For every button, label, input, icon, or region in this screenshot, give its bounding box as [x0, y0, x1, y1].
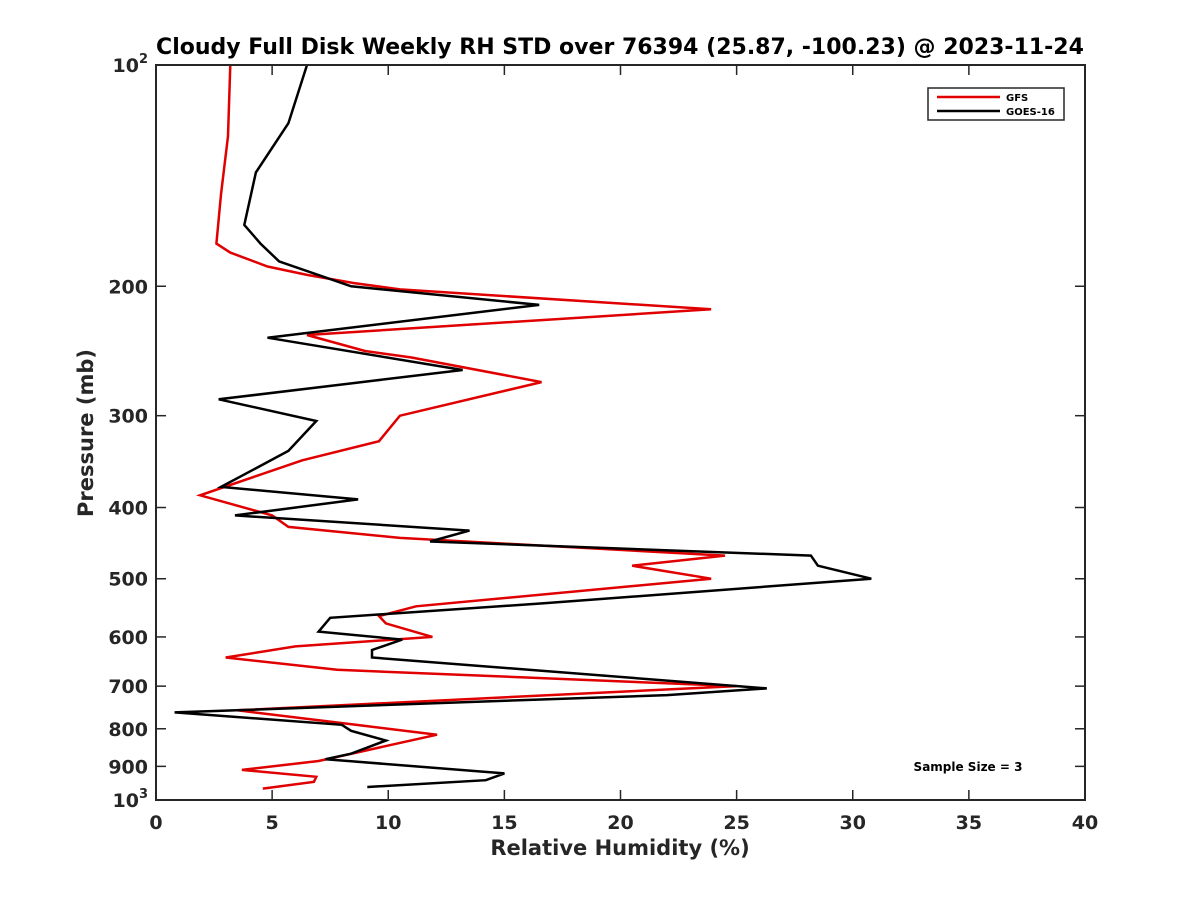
series-line-goes-16: [174, 64, 872, 789]
chart-title: Cloudy Full Disk Weekly RH STD over 7639…: [156, 35, 1084, 60]
y-tick-label: 500: [108, 569, 148, 591]
y-tick-base: 900: [108, 756, 148, 778]
x-tick-label: 40: [1072, 812, 1098, 834]
legend-label: GOES-16: [1006, 107, 1055, 118]
y-tick-base: 400: [108, 498, 148, 520]
x-tick-label: 5: [266, 812, 279, 834]
x-tick-label: 15: [491, 812, 517, 834]
x-tick-label: 0: [149, 812, 162, 834]
y-tick-label: 103: [113, 787, 149, 812]
y-tick-label: 800: [108, 719, 148, 741]
legend-label: GFS: [1006, 93, 1028, 104]
x-tick-label: 35: [956, 812, 982, 834]
y-tick-base: 700: [108, 676, 148, 698]
y-tick-base: 10: [113, 790, 139, 812]
sample-size-annotation: Sample Size = 3: [914, 760, 1023, 774]
series-layer: [174, 64, 872, 790]
x-tick-label: 10: [375, 812, 401, 834]
y-tick-base: 800: [108, 719, 148, 741]
x-axis: 0 5 10 15 20 25 30 35 40: [149, 65, 1098, 834]
y-tick-base: 10: [113, 55, 139, 77]
x-axis-label: Relative Humidity (%): [490, 836, 749, 860]
legend: GFS GOES-16: [927, 87, 1065, 121]
y-tick-label: 400: [108, 498, 148, 520]
y-tick-base: 600: [108, 627, 148, 649]
y-tick-label: 300: [108, 406, 148, 428]
y-tick-label: 900: [108, 756, 148, 778]
y-tick-base: 300: [108, 406, 148, 428]
y-tick-label: 600: [108, 627, 148, 649]
y-tick-base: 200: [108, 276, 148, 298]
y-tick-base: 500: [108, 569, 148, 591]
y-tick-label: 700: [108, 676, 148, 698]
plot-frame: [155, 64, 1086, 801]
y-tick-exponent: 2: [139, 52, 148, 67]
y-tick-label: 102: [113, 52, 149, 77]
y-tick-exponent: 3: [139, 787, 148, 802]
x-tick-label: 30: [840, 812, 866, 834]
y-axis-label: Pressure (mb): [74, 349, 98, 517]
y-tick-label: 200: [108, 276, 148, 298]
x-tick-label: 25: [723, 812, 749, 834]
x-tick-label: 20: [607, 812, 633, 834]
legend-box: [927, 87, 1065, 121]
